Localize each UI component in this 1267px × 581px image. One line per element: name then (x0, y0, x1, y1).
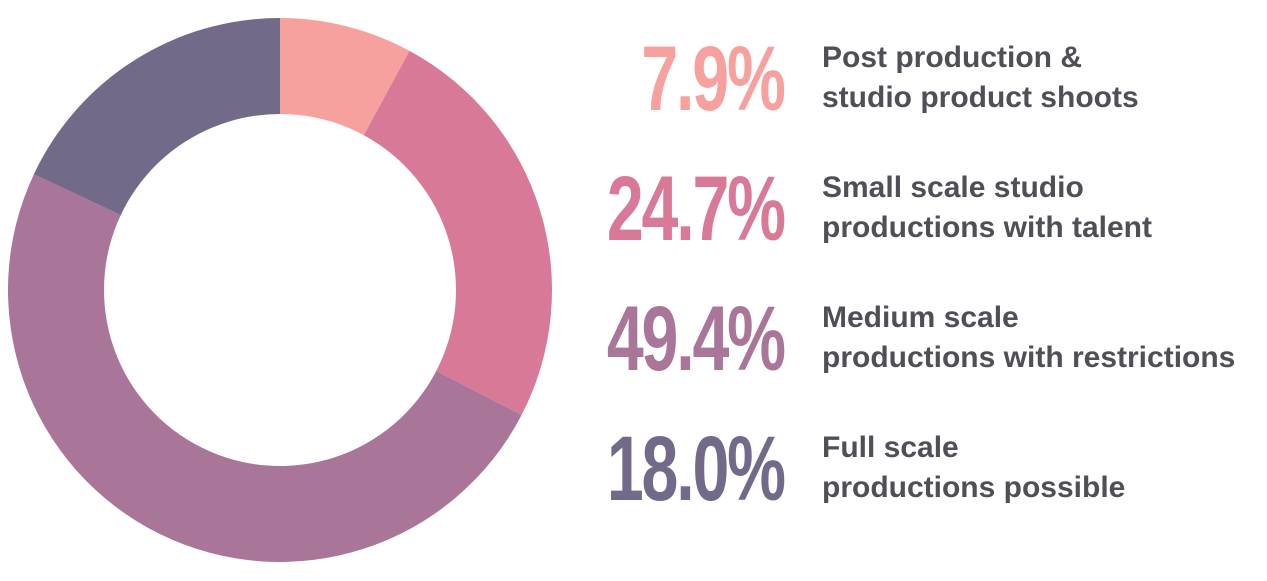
donut-slice-small-scale (363, 50, 552, 416)
legend-label-line2: productions with restrictions (822, 341, 1236, 374)
legend-label: Medium scale productions with restrictio… (822, 298, 1235, 378)
legend-label-line2: productions possible (822, 471, 1126, 504)
legend-label-line2: studio product shoots (822, 81, 1139, 114)
legend-label-line1: Small scale studio (822, 171, 1084, 204)
legend-item-small-scale: 24.7% Small scale studio productions wit… (560, 154, 1260, 264)
donut-slice-full-scale (33, 18, 281, 216)
legend-label-line1: Full scale (822, 431, 959, 464)
legend-item-full-scale: 18.0% Full scale productions possible (560, 414, 1260, 524)
legend-label-line1: Medium scale (822, 301, 1019, 334)
legend-item-medium-scale: 49.4% Medium scale productions with rest… (560, 284, 1260, 394)
legend-value: 18.0% (606, 418, 786, 520)
legend-label: Small scale studio productions with tale… (822, 168, 1152, 248)
legend-label-line2: productions with talent (822, 211, 1152, 244)
legend-label: Full scale productions possible (822, 428, 1125, 508)
legend-label-line1: Post production & (822, 41, 1082, 74)
legend-value: 24.7% (606, 158, 786, 260)
legend-item-post-production: 7.9% Post production & studio product sh… (560, 24, 1260, 134)
legend-value: 7.9% (641, 28, 787, 130)
legend-label: Post production & studio product shoots (822, 38, 1139, 118)
legend-value: 49.4% (606, 288, 786, 390)
donut-slice-medium-scale (7, 174, 522, 563)
donut-slice-post-production (280, 18, 410, 136)
